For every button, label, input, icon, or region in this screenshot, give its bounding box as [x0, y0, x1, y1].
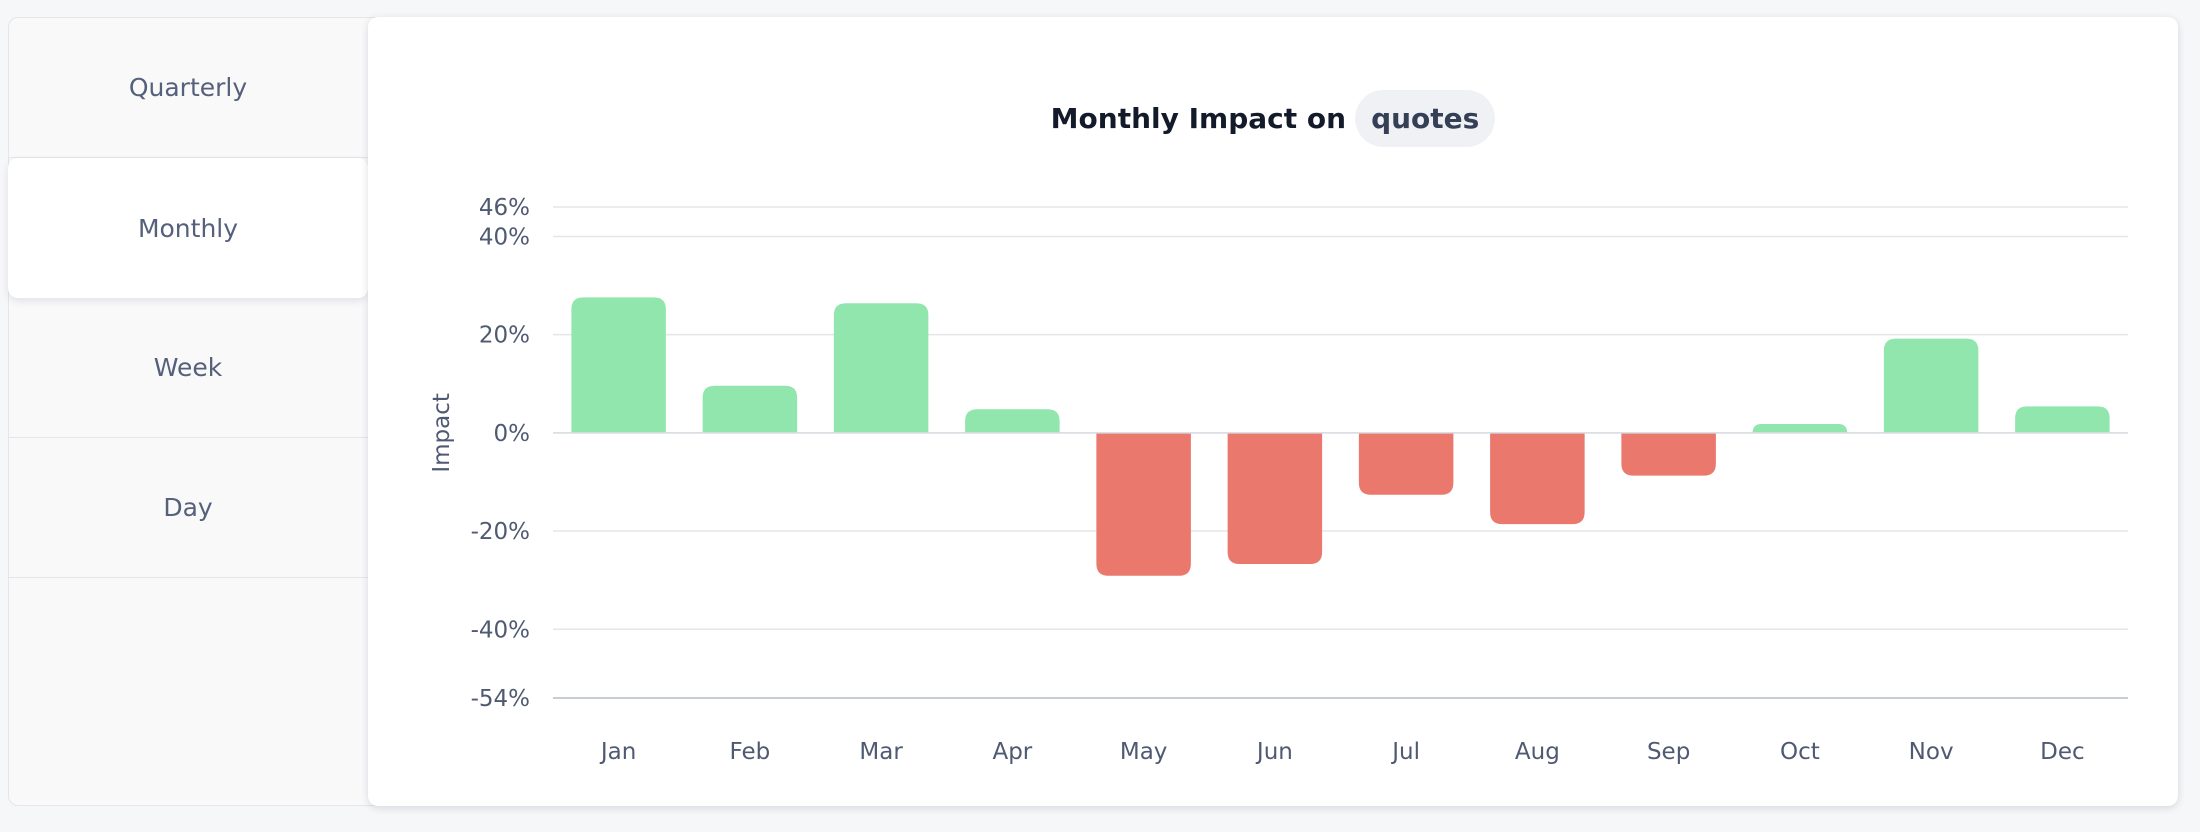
x-tick-label: Oct: [1780, 739, 1820, 765]
chart-title-prefix: Monthly Impact on: [1050, 101, 1347, 135]
y-tick-label: 0%: [494, 421, 531, 447]
y-tick-label: 40%: [479, 224, 530, 250]
tab-day[interactable]: Day: [8, 438, 368, 578]
bar-jun: [1227, 432, 1323, 564]
x-tick-label: Feb: [730, 739, 771, 765]
impact-bar-chart: 46% 40% 20% 0% -20% -40% -54% Impact Jan Feb Mar Ap…: [429, 195, 2128, 765]
x-tick-label: Jan: [599, 739, 636, 765]
tab-week-label: Week: [153, 353, 223, 382]
bar-dec: [2015, 406, 2110, 433]
y-tick-label: 46%: [479, 195, 530, 221]
bar-apr: [965, 409, 1060, 433]
bar-oct: [1752, 424, 1848, 433]
tab-quarterly-label: Quarterly: [128, 73, 248, 102]
chart-card: Monthly Impact on quotes 46% 40% 20% 0% -20%…: [368, 17, 2178, 806]
bar-feb: [702, 385, 798, 433]
y-tick-label: -40%: [471, 617, 530, 643]
x-tick-label: Aug: [1515, 739, 1560, 765]
period-tabs: Quarterly Monthly Week Day: [8, 18, 368, 578]
x-tick-label: Mar: [859, 739, 903, 765]
x-tick-label: Apr: [992, 739, 1032, 765]
y-tick-label: -20%: [471, 519, 530, 545]
metric-pill: quotes: [1355, 89, 1496, 147]
y-axis-label: Impact: [429, 393, 455, 473]
bar-may: [1096, 432, 1191, 576]
tab-quarterly[interactable]: Quarterly: [8, 18, 368, 158]
x-tick-label: Jun: [1255, 739, 1293, 765]
bar-jan: [571, 297, 666, 433]
x-tick-label: Jul: [1390, 739, 1420, 765]
tab-monthly[interactable]: Monthly: [8, 158, 368, 298]
x-tick-label: Dec: [2040, 739, 2085, 765]
y-tick-label: 20%: [479, 323, 530, 349]
bar-sep: [1621, 432, 1716, 476]
tab-week[interactable]: Week: [8, 298, 368, 438]
x-tick-label: Sep: [1647, 739, 1690, 765]
tab-day-label: Day: [163, 493, 213, 522]
x-tick-label: Nov: [1909, 739, 1954, 765]
bar-jul: [1358, 432, 1454, 495]
bar-aug: [1490, 432, 1585, 525]
bar-mar: [833, 303, 929, 433]
chart-title: Monthly Impact on quotes: [368, 88, 2178, 148]
bar-nov: [1883, 338, 1979, 433]
x-tick-label: May: [1120, 739, 1168, 765]
tab-monthly-label: Monthly: [137, 213, 239, 243]
y-tick-label: -54%: [471, 686, 530, 712]
